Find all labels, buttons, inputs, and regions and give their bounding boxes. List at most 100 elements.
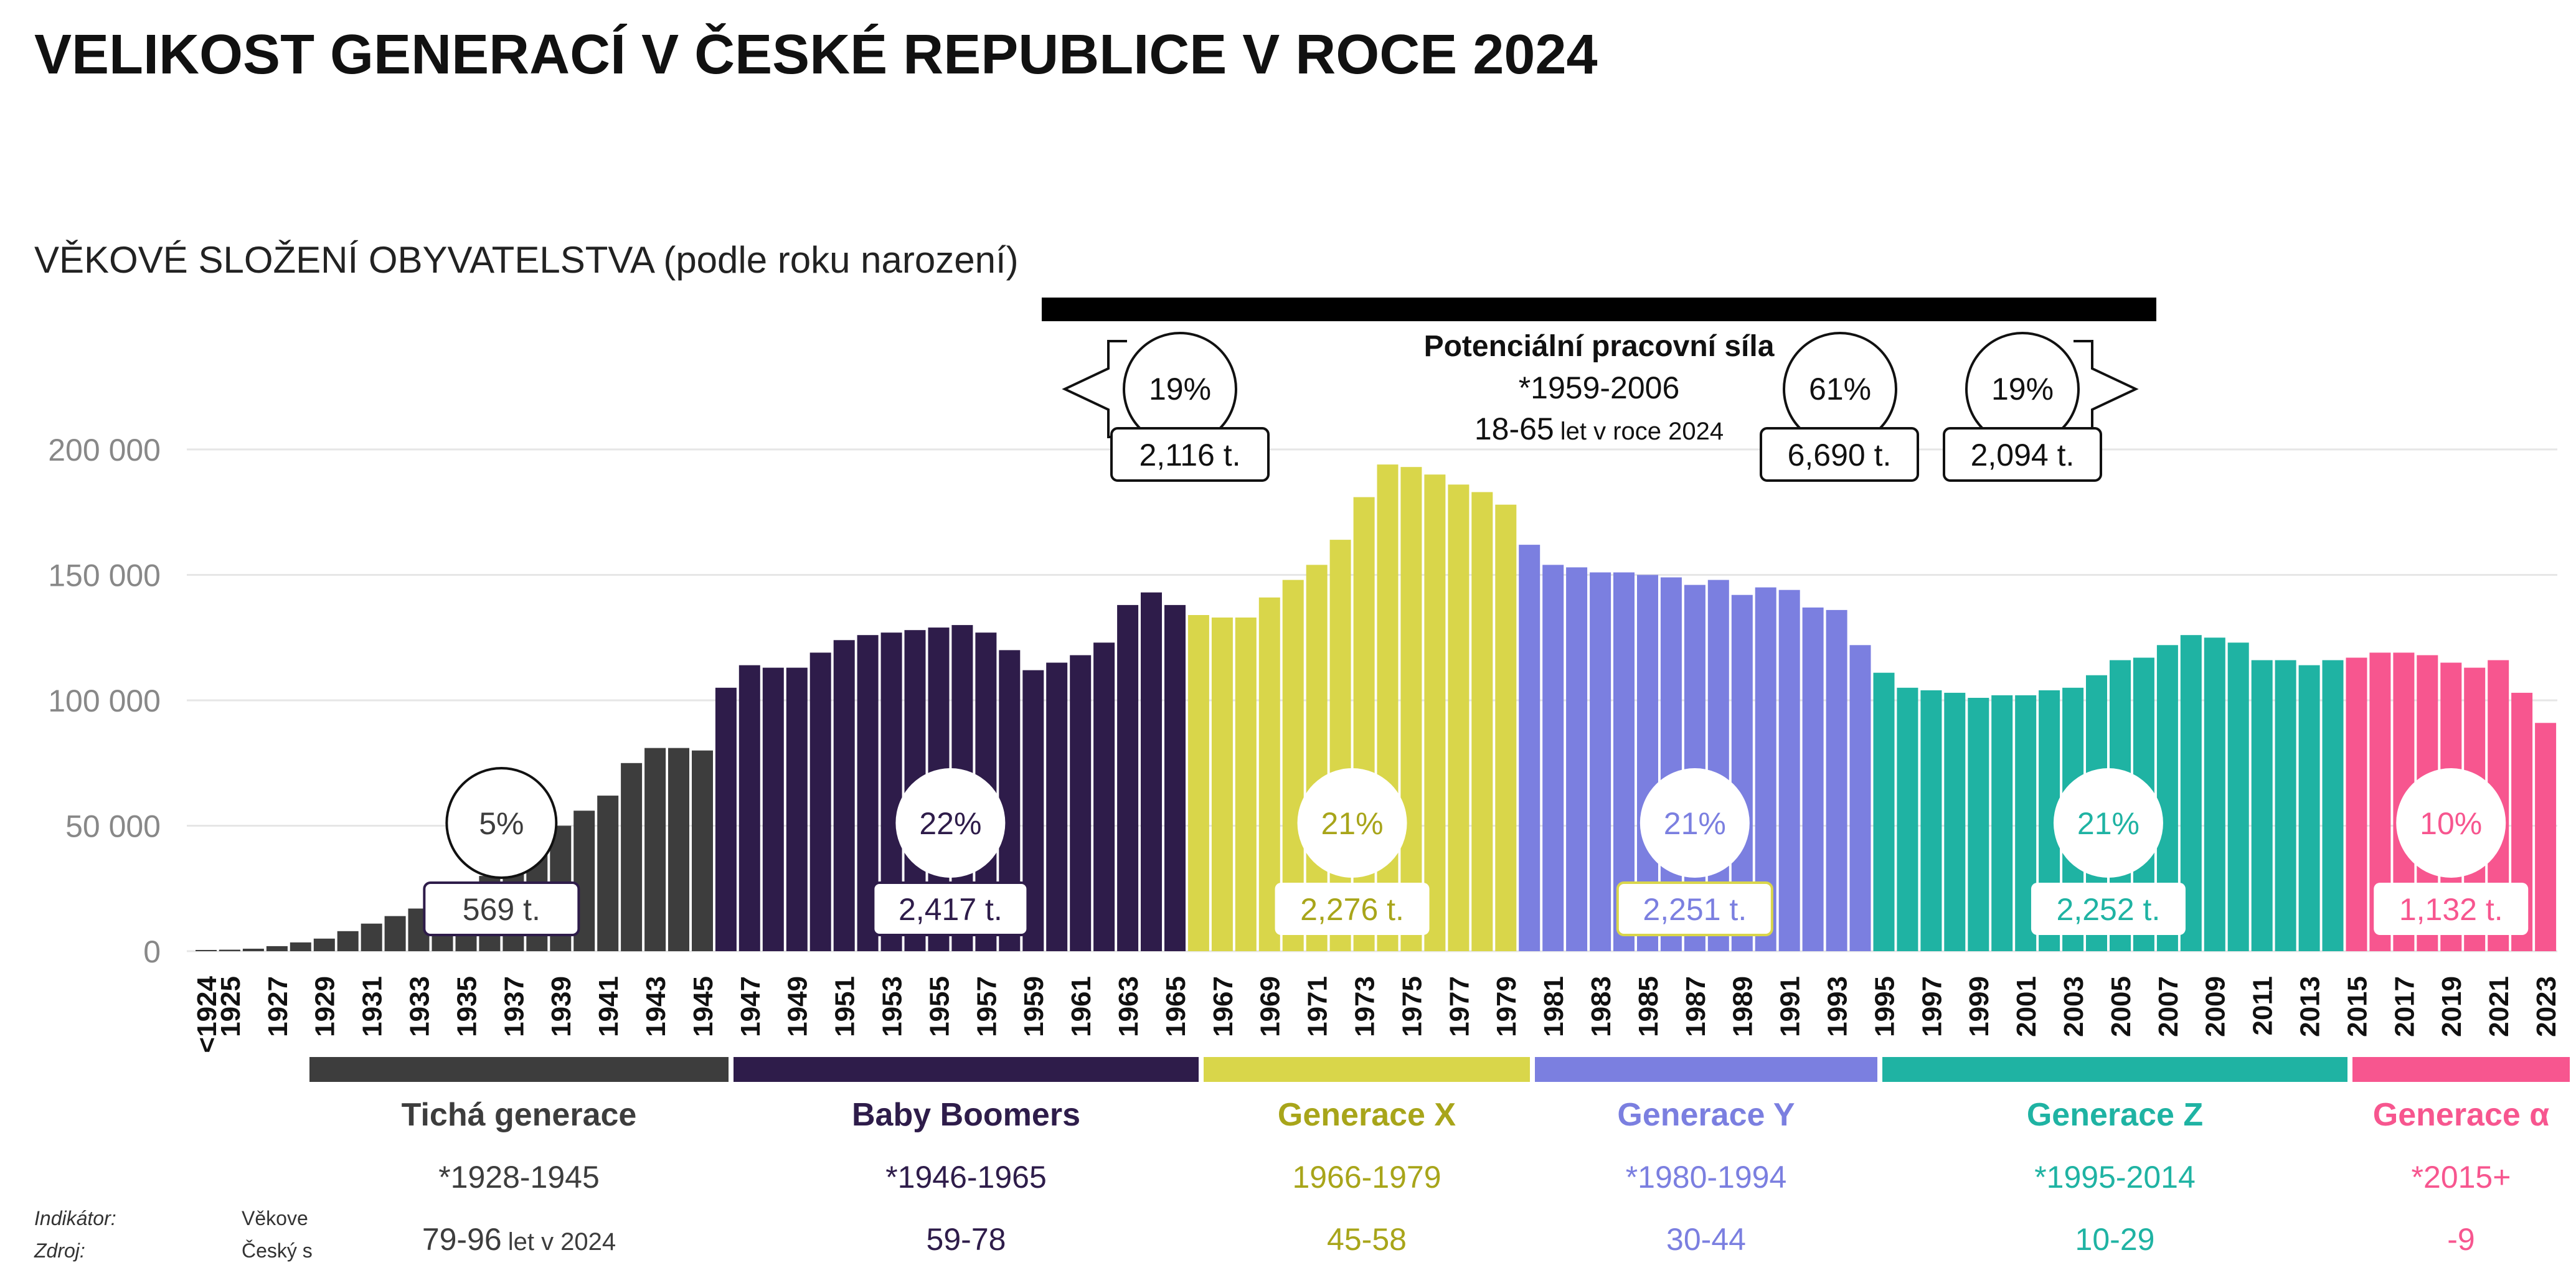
bar-2011 bbox=[2251, 660, 2273, 951]
y-tick-label: 50 000 bbox=[65, 809, 161, 844]
gen-name: Tichá generace bbox=[402, 1097, 637, 1133]
x-tick-label: 1971 bbox=[1303, 976, 1333, 1037]
workforce-left-total-box bbox=[1110, 427, 1270, 482]
x-tick-label: 2011 bbox=[2248, 976, 2278, 1035]
source-value: Český s bbox=[242, 1239, 313, 1262]
x-tick-label: 1977 bbox=[1444, 976, 1474, 1037]
x-tick-label: 1955 bbox=[924, 976, 955, 1037]
indicator-label: Indikátor: bbox=[34, 1207, 116, 1229]
gen-age: 30-44 bbox=[1666, 1222, 1746, 1257]
workforce-range-bar bbox=[1042, 298, 2156, 321]
workforce-left-total: 2,116 t. bbox=[1139, 438, 1240, 472]
gen-age: 10-29 bbox=[2075, 1222, 2155, 1257]
bar-1974 bbox=[1377, 464, 1399, 951]
x-tick-label: 1935 bbox=[451, 976, 482, 1037]
gen-total: 2,251 t. bbox=[1643, 892, 1747, 927]
bar-1927 bbox=[266, 946, 288, 951]
x-tick-label: 1997 bbox=[1917, 976, 1947, 1037]
source-label: Zdroj: bbox=[34, 1239, 85, 1262]
gen-years: *2015+ bbox=[2412, 1160, 2511, 1195]
bar-2009 bbox=[2204, 637, 2225, 952]
gen-band bbox=[1882, 1057, 2347, 1082]
gen-total-box bbox=[1275, 883, 1430, 935]
gen-total: 569 t. bbox=[463, 892, 540, 927]
x-tick-label: 1967 bbox=[1208, 976, 1238, 1037]
gen-total: 2,252 t. bbox=[2057, 892, 2161, 927]
bar-1999 bbox=[1968, 698, 1989, 951]
bar-1926 bbox=[242, 949, 264, 951]
chart-subtitle: VĚKOVÉ SLOŽENÍ OBYVATELSTVA (podle roku … bbox=[34, 239, 1019, 281]
bar-1994 bbox=[1849, 645, 1871, 951]
x-tick-label: 1973 bbox=[1350, 976, 1380, 1037]
x-tick-label: 2015 bbox=[2342, 976, 2372, 1037]
gen-name: Baby Boomers bbox=[852, 1097, 1080, 1133]
bar-1979 bbox=[1495, 504, 1517, 951]
gen-band bbox=[2352, 1057, 2570, 1082]
x-tick-label: 1965 bbox=[1161, 976, 1191, 1037]
gen-years: *1946-1965 bbox=[885, 1160, 1047, 1195]
y-tick-label: 200 000 bbox=[48, 433, 161, 468]
workforce-age-suffix: let v roce 2024 bbox=[1560, 418, 1724, 445]
gen-pct: 10% bbox=[2420, 806, 2482, 841]
bar-1992 bbox=[1802, 607, 1824, 951]
bar-1961 bbox=[1070, 655, 1092, 951]
x-tick-label: 1931 bbox=[357, 976, 388, 1037]
gen-age: -9 bbox=[2447, 1222, 2475, 1257]
workforce-right-total-box bbox=[1943, 427, 2102, 482]
gen-pct-circle bbox=[1639, 768, 1750, 878]
bar-1997 bbox=[1920, 690, 1942, 951]
x-tick-label: 1981 bbox=[1539, 976, 1569, 1037]
bar-1983 bbox=[1590, 572, 1611, 951]
bar-1998 bbox=[1944, 692, 1966, 951]
x-tick-label: 1995 bbox=[1869, 976, 1900, 1037]
bar-1995 bbox=[1873, 672, 1895, 951]
x-tick-label: 2021 bbox=[2484, 976, 2514, 1037]
x-tick-label: 1933 bbox=[405, 976, 435, 1037]
gen-total-box bbox=[1616, 881, 1773, 936]
bar-2013 bbox=[2298, 665, 2320, 951]
bar-1996 bbox=[1897, 687, 1918, 951]
x-tick-label: 1959 bbox=[1019, 976, 1049, 1037]
gen-pct-circle bbox=[2053, 768, 2163, 878]
y-tick-label: 0 bbox=[143, 934, 161, 969]
right-arrow-icon bbox=[2074, 340, 2139, 438]
bar-1930 bbox=[337, 931, 359, 951]
gen-pct-circle bbox=[2396, 768, 2506, 878]
y-tick-label: 150 000 bbox=[48, 558, 161, 593]
x-tick-label: 1953 bbox=[877, 976, 908, 1037]
x-tick-label: 2009 bbox=[2201, 976, 2231, 1037]
bar-2015 bbox=[2346, 657, 2367, 951]
gen-name: Generace Z bbox=[2027, 1097, 2203, 1133]
bar-1993 bbox=[1826, 609, 1847, 951]
x-tick-label: 1929 bbox=[310, 976, 341, 1037]
x-tick-label: 1989 bbox=[1728, 976, 1758, 1037]
bar-1966 bbox=[1187, 615, 1209, 951]
gen-total-box bbox=[2374, 883, 2529, 935]
gen-pct: 5% bbox=[479, 806, 524, 841]
gen-pct-circle bbox=[1297, 768, 1407, 878]
bar-1991 bbox=[1778, 590, 1800, 951]
x-tick-label: 1943 bbox=[641, 976, 671, 1037]
workforce-right-total: 2,094 t. bbox=[1971, 438, 2075, 472]
gen-pct: 22% bbox=[919, 806, 981, 841]
bar-1962 bbox=[1093, 642, 1115, 951]
x-tick-label: 1949 bbox=[783, 976, 813, 1037]
bar-1977 bbox=[1448, 484, 1470, 951]
bar-2023 bbox=[2535, 723, 2557, 951]
gen-band bbox=[1204, 1057, 1530, 1082]
gen-age: 79-96 let v 2024 bbox=[422, 1222, 616, 1257]
workforce-age-value: 18-65 bbox=[1474, 411, 1554, 446]
x-tick-label: 1957 bbox=[971, 976, 1002, 1037]
bars bbox=[196, 464, 2557, 952]
bar-1949 bbox=[786, 667, 808, 951]
bar-1951 bbox=[833, 640, 855, 951]
y-tick-label: 100 000 bbox=[48, 684, 161, 718]
x-tick-label: 2013 bbox=[2295, 976, 2326, 1037]
bar-1925 bbox=[219, 949, 240, 951]
bar-1943 bbox=[644, 748, 666, 951]
bar-1945 bbox=[692, 750, 713, 951]
bar-1978 bbox=[1471, 492, 1493, 951]
x-tick-label: 1999 bbox=[1964, 976, 1994, 1037]
